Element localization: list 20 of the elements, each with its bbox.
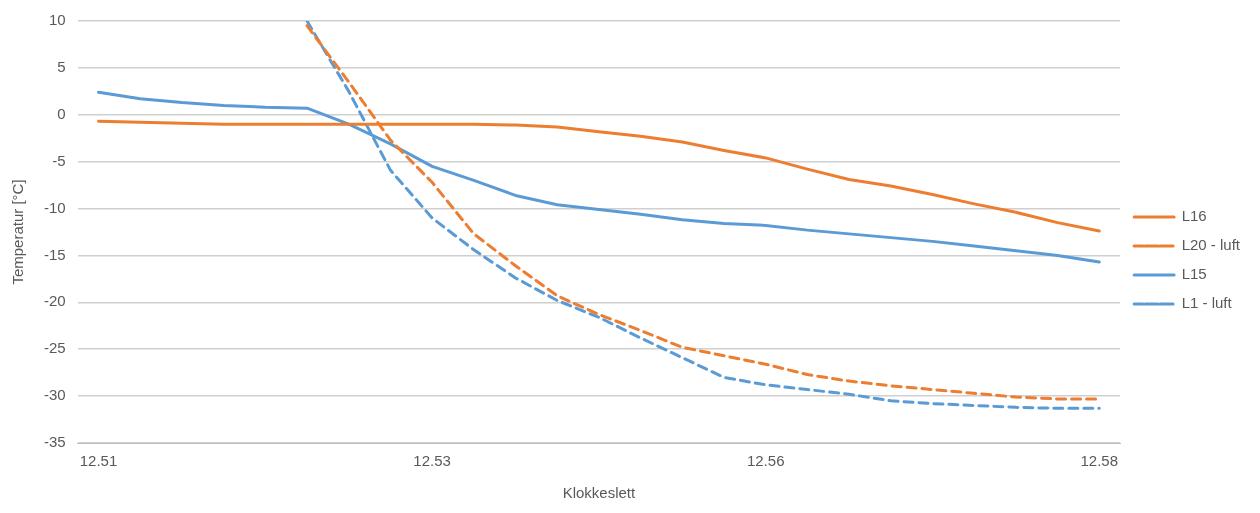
- y-tick-label: 10: [48, 11, 66, 29]
- x-axis-title: Klokkeslett: [562, 484, 636, 502]
- y-tick-label: -15: [43, 245, 66, 263]
- y-tick-label: 5: [57, 58, 66, 76]
- y-axis-title: Temperatur [°C]: [9, 179, 27, 285]
- x-tick-label: 12.56: [746, 452, 785, 470]
- legend-label: L20 - luft: [1181, 236, 1241, 254]
- y-tick-label: -35: [43, 433, 66, 451]
- legend-label: L15: [1181, 265, 1207, 283]
- x-tick-label: 12.51: [79, 452, 118, 470]
- y-tick-label: -5: [52, 151, 66, 169]
- y-tick-label: -30: [43, 386, 66, 404]
- y-tick-label: -20: [43, 292, 66, 310]
- legend-label: L16: [1181, 207, 1207, 225]
- y-tick-label: 0: [57, 104, 66, 122]
- legend-label: L1 - luft: [1181, 294, 1233, 312]
- y-tick-label: -25: [43, 339, 66, 357]
- x-tick-label: 12.53: [413, 452, 451, 470]
- y-tick-label: -10: [43, 198, 66, 216]
- x-tick-label: 12.58: [1080, 452, 1119, 470]
